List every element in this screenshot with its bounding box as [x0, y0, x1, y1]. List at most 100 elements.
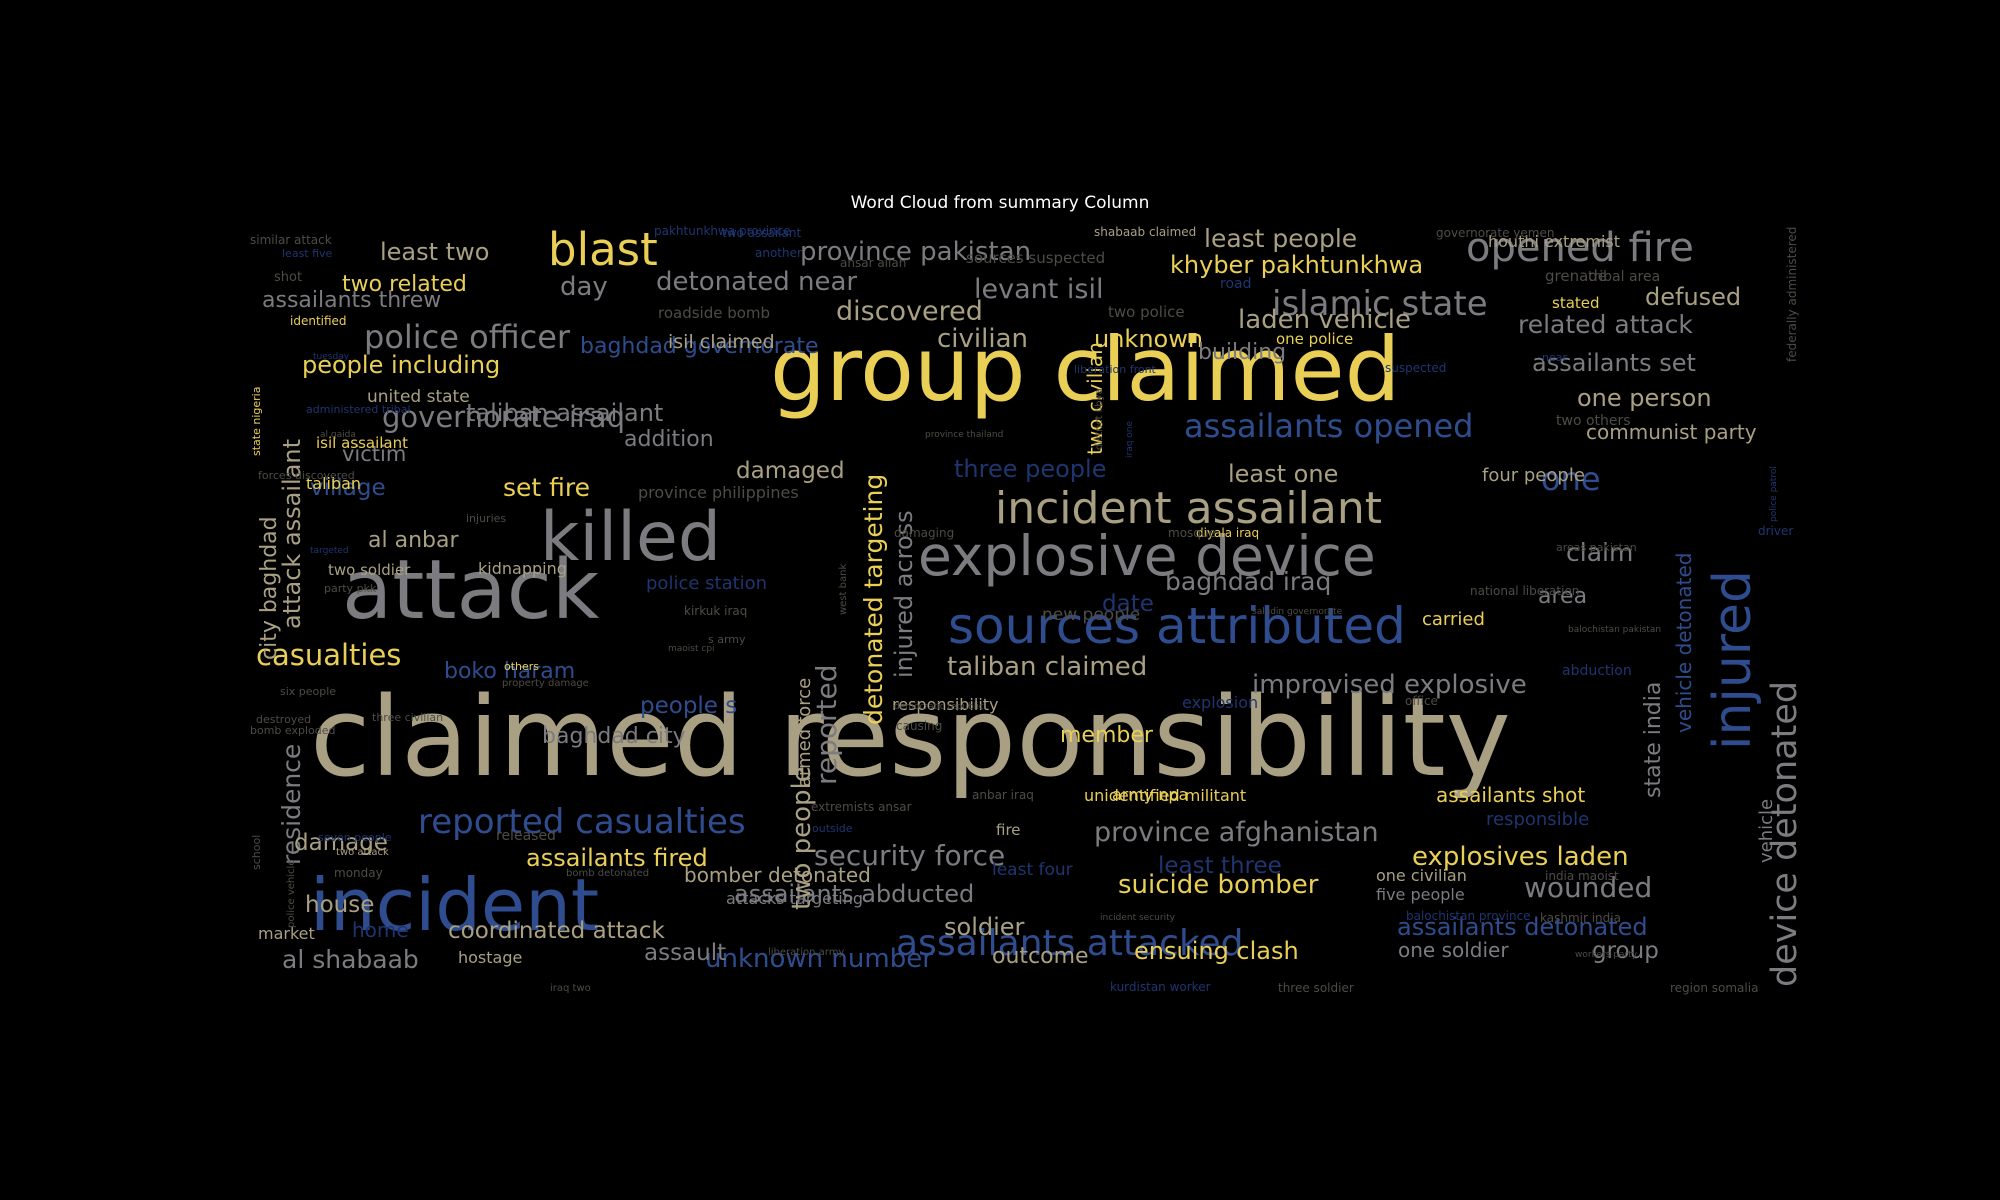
- word-others: others: [504, 660, 539, 673]
- word-state-india: state india: [1641, 682, 1666, 798]
- word-attacks-targeting: attacks targeting: [726, 889, 863, 908]
- word-houthi-extremist: houthi extremist: [1488, 232, 1620, 251]
- word-baghdad-governorate: baghdad governorate: [580, 334, 819, 359]
- word-responsible: responsible: [1486, 809, 1589, 830]
- word-iraq-two: iraq two: [550, 983, 591, 994]
- word-kirkuk-iraq: kirkuk iraq: [684, 604, 747, 618]
- word-market: market: [258, 924, 315, 943]
- word-seven-people: seven people: [318, 831, 392, 844]
- word-suicide-bomber: suicide bomber: [1118, 870, 1319, 900]
- word-least-people: least people: [1204, 225, 1357, 253]
- word-al-qaida: al qaida: [320, 430, 356, 440]
- word-three-people: three people: [954, 455, 1106, 483]
- word-state-nigeria: state nigeria: [250, 387, 263, 456]
- word-targeted: targeted: [310, 546, 349, 556]
- word-bomber-detonated: bomber detonated: [684, 863, 871, 887]
- word-detonated-targeting: detonated targeting: [859, 474, 888, 725]
- word-claimed-responsibility: claimed responsibility: [310, 673, 1511, 801]
- word-suspected: suspected: [1385, 361, 1446, 375]
- word-liberation-army: liberation army: [768, 947, 844, 958]
- word-member: member: [1060, 723, 1154, 748]
- word-driver: driver: [1758, 524, 1793, 538]
- word-balochistan-pakistan: balochistan pakistan: [1568, 625, 1661, 635]
- word-incident-assailant: incident assailant: [995, 483, 1382, 534]
- word-armed-force: armed force: [794, 678, 815, 787]
- word-pakhtunkhwa-province: pakhtunkhwa province: [654, 225, 791, 238]
- word-maoist-cpi: maoist cpi: [668, 644, 715, 654]
- word-coordinated-attack: coordinated attack: [448, 918, 665, 944]
- word-least-two: least two: [380, 238, 489, 266]
- word-group-claimed: group claimed: [770, 318, 1400, 421]
- word-province-pakistan: province pakistan: [800, 237, 1031, 267]
- word-sources-suspected: sources suspected: [966, 249, 1105, 267]
- word-shabaab-claimed: shabaab claimed: [1094, 225, 1196, 239]
- word-army-npa: army npa: [1112, 785, 1188, 804]
- word-taliban-claimed: taliban claimed: [947, 652, 1147, 682]
- word-kurdistan-worker: kurdistan worker: [1110, 980, 1211, 994]
- word-administered-tribal: administered tribal: [306, 403, 411, 416]
- word-another: another: [755, 246, 802, 260]
- word-new-people: new people: [1042, 605, 1140, 625]
- word-communist-party: communist party: [1586, 420, 1757, 444]
- word-five-people: five people: [1376, 885, 1465, 904]
- word-saladin-governorate: saladin governorate: [1252, 607, 1343, 617]
- word-bomb-exploded: bomb exploded: [250, 724, 336, 737]
- word-two-attack: two attack: [336, 847, 389, 858]
- word-bomb-detonated: bomb detonated: [566, 868, 649, 879]
- word-district-libya: district libya: [1094, 388, 1105, 450]
- word-levant-isil: levant isil: [974, 274, 1104, 305]
- word-discovered: discovered: [836, 296, 983, 327]
- word-province-philippines: province philippines: [638, 483, 799, 502]
- word-region-somalia: region somalia: [1670, 981, 1758, 995]
- word-fire: fire: [996, 821, 1021, 839]
- word-three-soldier: three soldier: [1278, 981, 1354, 995]
- word-similar-attack: similar attack: [250, 233, 332, 247]
- word-two-soldier: two soldier: [328, 561, 411, 579]
- word-incident-security: incident security: [1100, 913, 1176, 923]
- word-unknown-number: unknown number: [705, 944, 933, 974]
- word-governorate-iraq: governorate iraq: [382, 400, 625, 434]
- word-three-civilian: three civilian: [372, 711, 443, 724]
- word-assailants-opened: assailants opened: [1184, 407, 1473, 445]
- word-isil-claimed: isil claimed: [668, 331, 775, 353]
- word-outcome: outcome: [992, 944, 1089, 969]
- word-two-assailant: two assailant: [722, 226, 802, 240]
- word-attack: attack: [342, 543, 600, 638]
- word-injured: injured: [1703, 570, 1763, 750]
- word-laden-vehicle: laden vehicle: [1238, 305, 1411, 335]
- word-near: near: [1542, 351, 1567, 364]
- word-soldier: soldier: [944, 913, 1025, 941]
- word-office: office: [1405, 694, 1438, 708]
- word-province-thailand: province thailand: [925, 430, 1003, 440]
- word-security-force: security force: [814, 839, 1005, 872]
- word-assailants-detonated: assailants detonated: [1397, 913, 1648, 941]
- word-group: group: [1592, 938, 1659, 964]
- word-taliban-assailant: taliban assailant: [466, 399, 663, 427]
- word-police-station: police station: [646, 573, 767, 594]
- word-residence: residence: [277, 744, 306, 865]
- word-civilian: civilian: [937, 324, 1028, 354]
- word-diyala-iraq: diyala iraq: [1196, 526, 1259, 540]
- word-assailants-attacked: assailants attacked: [896, 923, 1244, 964]
- word-tribal-area: tribal area: [1588, 269, 1660, 285]
- word-attack-assailant: attack assailant: [278, 439, 306, 629]
- word-grenade: grenade: [1545, 267, 1607, 285]
- word-device-detonated: device detonated: [1765, 681, 1800, 987]
- word-tuesday: tuesday: [313, 352, 350, 362]
- word-damaging: damaging: [894, 526, 954, 540]
- word-police-officer: police officer: [364, 318, 571, 356]
- word-one-police: one police: [1276, 330, 1353, 348]
- word-al-shabaab: al shabaab: [282, 945, 419, 974]
- word-home: home: [352, 918, 409, 942]
- word-al-anbar: al anbar: [368, 528, 459, 553]
- word-vehicle: vehicle: [1756, 799, 1777, 863]
- word-least-five: least five: [282, 247, 333, 260]
- word-injuries: injuries: [466, 512, 506, 525]
- word-shot: shot: [274, 270, 302, 285]
- word-democratic-republic: democratic republic: [894, 702, 984, 712]
- word-iraq-one: iraq one: [1125, 421, 1135, 459]
- word-explosive-device: explosive device: [918, 524, 1376, 588]
- word-boko-haram: boko haram: [444, 659, 575, 684]
- word-unknown: unknown: [1094, 325, 1203, 353]
- word-four-people: four people: [1482, 465, 1585, 486]
